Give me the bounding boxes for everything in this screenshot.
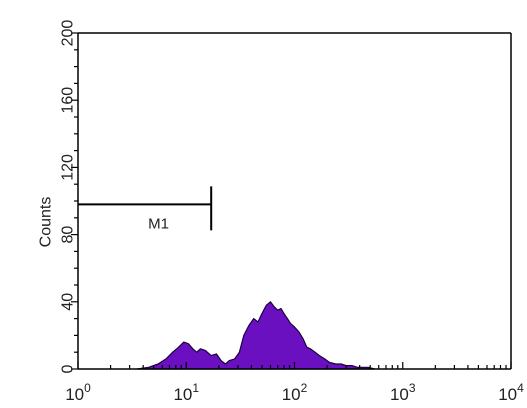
marker-label: M1 — [148, 215, 169, 232]
y-tick-label: 0 — [60, 364, 77, 373]
x-tick-label: 101 — [173, 381, 199, 404]
gate-marker: M1 — [78, 186, 213, 232]
y-tick-label: 80 — [60, 226, 77, 244]
y-axis-label: Counts — [38, 197, 55, 248]
x-axis: 100 101 102 103 104 — [65, 362, 524, 404]
y-tick-label: 200 — [60, 20, 77, 47]
y-tick-label: 120 — [60, 154, 77, 181]
y-tick-label: 160 — [60, 87, 77, 114]
x-tick-label: 100 — [65, 381, 91, 404]
y-axis: 0 40 80 120 160 200 — [60, 20, 78, 373]
x-tick-label: 103 — [390, 381, 416, 404]
y-tick-label: 40 — [60, 293, 77, 311]
x-tick-label: 104 — [498, 381, 524, 404]
histogram-area — [136, 301, 376, 370]
x-tick-label: 102 — [282, 381, 308, 404]
